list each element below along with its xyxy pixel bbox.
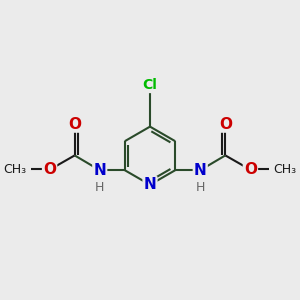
- Text: O: O: [244, 162, 257, 177]
- Text: O: O: [219, 117, 232, 132]
- Text: N: N: [93, 163, 106, 178]
- Text: O: O: [68, 117, 81, 132]
- Text: N: N: [144, 177, 156, 192]
- Text: H: H: [95, 181, 104, 194]
- Text: N: N: [194, 163, 207, 178]
- Text: CH₃: CH₃: [273, 163, 296, 176]
- Text: H: H: [196, 181, 205, 194]
- Text: Cl: Cl: [142, 78, 158, 92]
- Text: O: O: [43, 162, 56, 177]
- Text: CH₃: CH₃: [4, 163, 27, 176]
